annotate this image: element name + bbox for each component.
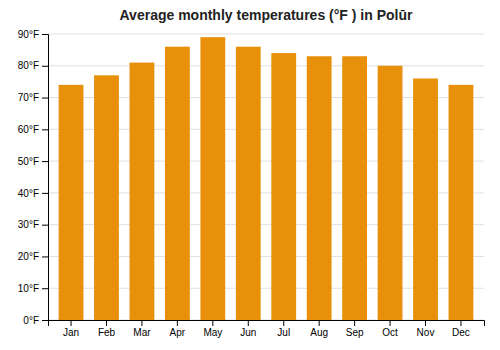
- tick-label: Jun: [240, 327, 256, 338]
- tick-mark: [177, 320, 178, 326]
- tick-label: May: [203, 327, 222, 338]
- tick-label: Feb: [98, 327, 116, 338]
- tick-mark: [42, 225, 48, 226]
- bar: [307, 56, 332, 320]
- tick-mark: [425, 320, 426, 326]
- tick-label: 0°F: [23, 315, 39, 326]
- tick-mark: [248, 320, 249, 326]
- tick-label: 30°F: [18, 219, 39, 230]
- bar: [130, 63, 155, 320]
- x-tick: Sep: [346, 320, 364, 338]
- y-axis: 0°F 10°F 20°F 30°F 40°F 50°F 60°F 70°F 80°F 90°F: [18, 29, 49, 326]
- tick-label: Oct: [382, 327, 398, 338]
- y-tick: 50°F: [18, 156, 48, 167]
- tick-label: 10°F: [18, 283, 39, 294]
- tick-label: Jan: [63, 327, 79, 338]
- tick-mark: [141, 320, 142, 326]
- tick-mark: [42, 34, 48, 35]
- tick-mark: [319, 320, 320, 326]
- y-tick: 80°F: [18, 60, 48, 71]
- bar: [271, 53, 296, 320]
- y-tick: 0°F: [23, 315, 48, 326]
- tick-label: 90°F: [18, 29, 39, 40]
- x-tick: Nov: [417, 320, 435, 338]
- tick-label: Dec: [452, 327, 470, 338]
- tick-mark: [354, 320, 355, 326]
- tick-label: Sep: [346, 327, 364, 338]
- tick-label: Nov: [417, 327, 435, 338]
- tick-label: Jul: [277, 327, 290, 338]
- tick-mark: [42, 161, 48, 162]
- x-tick: May: [203, 320, 222, 338]
- x-tick: Aug: [310, 320, 328, 338]
- bar: [449, 85, 474, 320]
- bar: [94, 75, 119, 320]
- tick-mark: [42, 98, 48, 99]
- tick-mark: [212, 320, 213, 326]
- x-tick: Feb: [98, 320, 116, 338]
- axis-line: [42, 35, 49, 321]
- tick-label: 50°F: [18, 156, 39, 167]
- tick-label: Mar: [133, 327, 151, 338]
- grid-line: [48, 65, 484, 66]
- tick-mark: [460, 320, 461, 326]
- y-tick: 90°F: [18, 29, 48, 40]
- tick-mark: [106, 320, 107, 326]
- tick-label: 70°F: [18, 92, 39, 103]
- bar: [236, 47, 261, 320]
- y-tick: 60°F: [18, 124, 48, 135]
- tick-mark: [42, 288, 48, 289]
- y-tick: 70°F: [18, 92, 48, 103]
- bar: [200, 37, 225, 320]
- chart: 0°F 10°F 20°F 30°F 40°F 50°F 60°F 70°F 80°F 90°F J…: [0, 0, 500, 350]
- y-tick: 20°F: [18, 251, 48, 262]
- tick-label: 20°F: [18, 251, 39, 262]
- x-tick: Apr: [170, 320, 186, 338]
- y-tick: 30°F: [18, 219, 48, 230]
- x-tick: Jun: [240, 320, 256, 338]
- x-tick: Dec: [452, 320, 470, 338]
- bar: [378, 66, 403, 320]
- tick-mark: [283, 320, 284, 326]
- bar: [59, 85, 84, 320]
- tick-mark: [42, 193, 48, 194]
- tick-mark: [42, 256, 48, 257]
- axis-line: [49, 321, 485, 327]
- title: Average monthly temperatures (°F ) in Po…: [120, 7, 413, 23]
- x-tick: Oct: [382, 320, 398, 338]
- grid-line: [48, 34, 484, 35]
- tick-label: 60°F: [18, 124, 39, 135]
- tick-label: Aug: [310, 327, 328, 338]
- tick-label: Apr: [170, 327, 186, 338]
- y-tick: 40°F: [18, 188, 48, 199]
- grid: [48, 34, 484, 320]
- plot: 0°F 10°F 20°F 30°F 40°F 50°F 60°F 70°F 80°F 90°F J…: [18, 29, 485, 338]
- bars: [59, 37, 474, 320]
- x-tick: Mar: [133, 320, 151, 338]
- tick-mark: [42, 320, 48, 321]
- tick-mark: [42, 66, 48, 67]
- y-tick: 10°F: [18, 283, 48, 294]
- tick-label: 80°F: [18, 60, 39, 71]
- tick-mark: [71, 320, 72, 326]
- tick-mark: [42, 129, 48, 130]
- bar: [413, 78, 438, 320]
- x-tick: Jul: [277, 320, 290, 338]
- bar: [342, 56, 367, 320]
- tick-mark: [390, 320, 391, 326]
- bar: [165, 47, 190, 320]
- x-tick: Jan: [63, 320, 79, 338]
- tick-label: 40°F: [18, 188, 39, 199]
- x-axis: Jan Feb Mar Apr May Jun Jul Aug Sep Oct Nov Dec: [49, 320, 485, 338]
